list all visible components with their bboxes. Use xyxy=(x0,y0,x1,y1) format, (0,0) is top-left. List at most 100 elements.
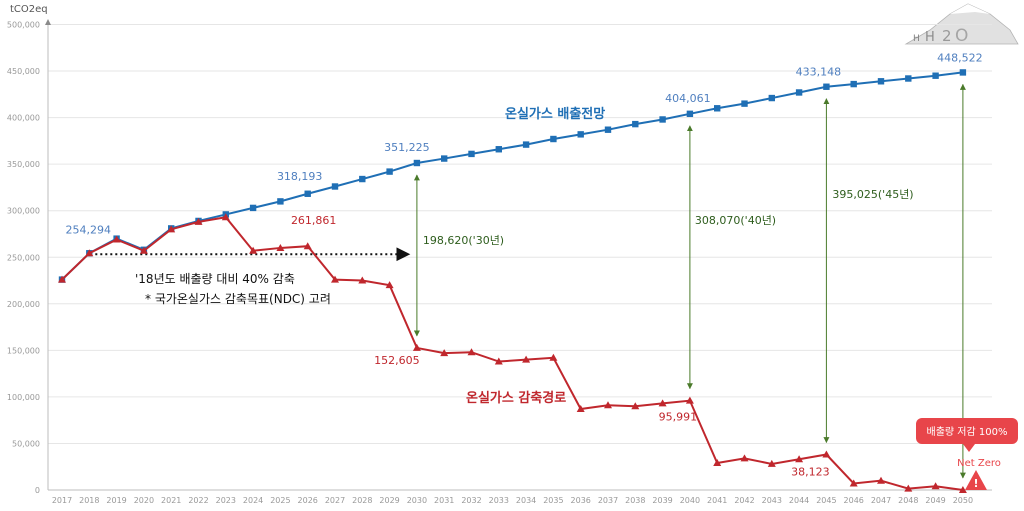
reduction-point xyxy=(795,455,804,463)
x-tick-label: 2025 xyxy=(270,496,290,505)
y-tick-label: 450,000 xyxy=(7,67,40,76)
reduction-point xyxy=(385,281,394,289)
y-tick-label: 100,000 xyxy=(7,393,40,402)
reduction-data-label: 38,123 xyxy=(791,466,830,479)
y-tick-label: 400,000 xyxy=(7,114,40,123)
forecast-point xyxy=(795,89,803,96)
x-tick-label: 2049 xyxy=(925,496,945,505)
reduction-point xyxy=(331,275,339,283)
reduction-point xyxy=(440,349,449,357)
forecast-point xyxy=(550,135,557,143)
x-tick-label: 2020 xyxy=(134,496,154,505)
reduction-point xyxy=(221,213,230,221)
target-text-line1: '18년도 배출량 대비 40% 감축 xyxy=(135,272,295,286)
forecast-point xyxy=(331,183,339,190)
forecast-data-label: 254,294 xyxy=(66,223,112,236)
forecast-point xyxy=(959,69,967,76)
reduction-point xyxy=(412,343,421,351)
x-tick-label: 2042 xyxy=(734,496,754,505)
forecast-point xyxy=(604,126,612,133)
x-tick-label: 2024 xyxy=(243,496,263,505)
x-tick-label: 2017 xyxy=(52,496,72,505)
forecast-point xyxy=(932,72,939,79)
x-tick-label: 2023 xyxy=(216,496,236,505)
x-tick-label: 2038 xyxy=(625,496,645,505)
x-tick-label: 2026 xyxy=(298,496,318,505)
reduction-point xyxy=(549,353,558,361)
forecast-point xyxy=(304,190,311,197)
x-tick-label: 2040 xyxy=(680,496,700,505)
x-tick-label: 2029 xyxy=(379,496,399,505)
x-tick-label: 2037 xyxy=(598,496,618,505)
forecast-line xyxy=(61,71,964,281)
x-tick-label: 2044 xyxy=(789,496,809,505)
y-tick-labels: 0 50,000 100,000 150,000 200,000 250,000 300,0… xyxy=(7,21,40,496)
y-tick-label: 200,000 xyxy=(7,300,40,309)
reduction-point xyxy=(658,399,667,407)
x-tick-label: 2043 xyxy=(762,496,782,505)
series-title-forecast: 온실가스 배출전망 xyxy=(505,106,605,122)
svg-text:2: 2 xyxy=(942,27,952,45)
reduction-point xyxy=(139,246,148,254)
x-tick-label: 2048 xyxy=(898,496,918,505)
net-zero-label: Net Zero xyxy=(957,458,1001,469)
reduction-point xyxy=(194,217,203,225)
x-tick-label: 2039 xyxy=(652,496,672,505)
reduction-point xyxy=(604,401,612,409)
reduction-point xyxy=(58,275,66,283)
reduction-point xyxy=(276,243,285,251)
y-axis-arrow-icon xyxy=(45,19,51,25)
badge-text: 배출량 저감 100% xyxy=(927,426,1008,438)
x-tick-label: 2041 xyxy=(707,496,727,505)
reduction-line xyxy=(61,216,964,491)
x-tick-label: 2036 xyxy=(571,496,591,505)
reduction-point xyxy=(631,402,640,410)
svg-text:H: H xyxy=(925,30,935,45)
forecast-point xyxy=(877,78,885,85)
badge-pointer xyxy=(963,444,975,452)
reduction-point xyxy=(494,357,503,365)
net-zero-badge: 배출량 저감 100% xyxy=(916,418,1018,452)
reduction-data-label: 95,991 xyxy=(659,411,698,424)
x-tick-label: 2050 xyxy=(953,496,973,505)
reduction-point xyxy=(877,476,885,484)
x-tick-labels: 2017 2018 2019 2020 2021 2022 2023 2024 2025 2026… xyxy=(52,496,973,505)
x-tick-label: 2035 xyxy=(543,496,563,505)
x-tick-label: 2034 xyxy=(516,496,536,505)
badge-box xyxy=(916,418,1018,444)
x-tick-label: 2032 xyxy=(461,496,481,505)
forecast-point xyxy=(359,175,366,183)
forecast-point xyxy=(249,204,257,212)
forecast-data-label: 351,225 xyxy=(384,141,430,154)
forecast-data-label: 318,193 xyxy=(277,170,323,183)
forecast-point xyxy=(632,120,639,128)
grid-lines xyxy=(48,24,992,444)
reduction-point xyxy=(767,459,776,467)
forecast-point xyxy=(441,155,448,162)
x-tick-label: 2030 xyxy=(407,496,427,505)
forecast-data-label: 404,061 xyxy=(665,92,711,105)
reduction-point xyxy=(467,348,476,356)
gap-label: 198,620('30년) xyxy=(423,234,504,247)
x-tick-label: 2031 xyxy=(434,496,454,505)
reduction-data-label: 261,861 xyxy=(291,214,337,227)
svg-text:!: ! xyxy=(973,477,978,490)
svg-text:H: H xyxy=(913,34,920,44)
forecast-point xyxy=(277,198,284,205)
reduction-point xyxy=(303,242,312,250)
gap-label: 308,070('40년) xyxy=(695,214,776,227)
forecast-data-label: 448,522 xyxy=(937,51,983,64)
x-tick-label: 2047 xyxy=(871,496,891,505)
y-tick-label: 150,000 xyxy=(7,346,40,355)
x-tick-label: 2021 xyxy=(161,496,181,505)
y-tick-label: 50,000 xyxy=(12,439,40,448)
axes xyxy=(45,19,992,491)
forecast-point xyxy=(850,80,857,88)
reduction-point xyxy=(713,459,722,467)
forecast-point xyxy=(522,141,530,148)
x-tick-label: 2018 xyxy=(79,496,99,505)
forecast-point xyxy=(741,100,748,107)
reduction-point xyxy=(685,396,694,404)
forecast-point xyxy=(468,150,475,158)
